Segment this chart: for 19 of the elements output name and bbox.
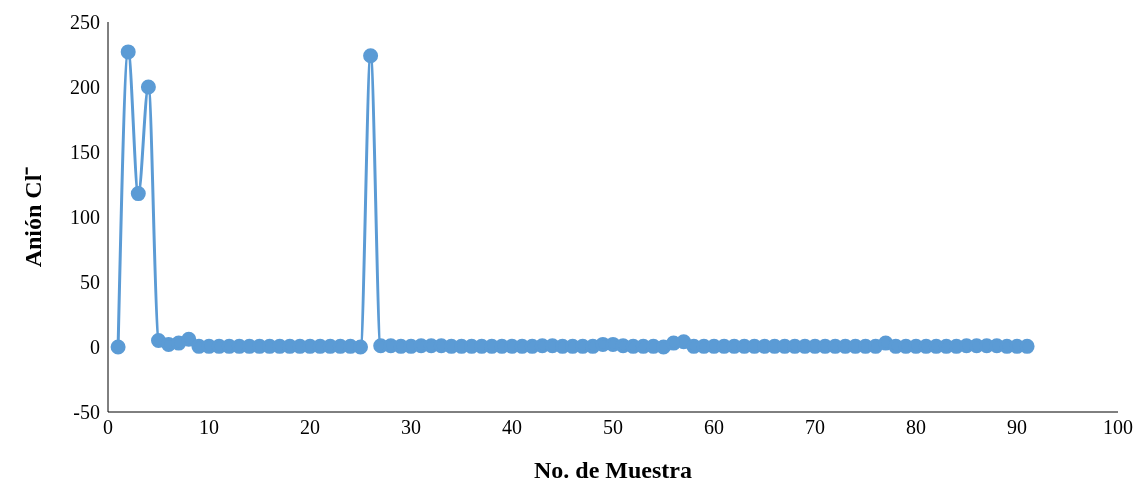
x-tick-label: 90 xyxy=(1007,416,1027,439)
x-tick-label: 100 xyxy=(1103,416,1133,439)
x-axis-title: No. de Muestra xyxy=(534,457,692,483)
y-tick-label: 150 xyxy=(70,141,100,164)
y-tick-label: 100 xyxy=(70,206,100,229)
x-tick-label: 70 xyxy=(805,416,825,439)
y-tick-label: 250 xyxy=(70,11,100,34)
x-tick-label: 30 xyxy=(401,416,421,439)
x-tick-label: 60 xyxy=(704,416,724,439)
x-tick-label: 40 xyxy=(502,416,522,439)
x-tick-label: 10 xyxy=(199,416,219,439)
y-axis-title: Anión Cl⁻ xyxy=(19,166,46,268)
y-tick-label: -50 xyxy=(73,401,100,424)
y-tick-label: 200 xyxy=(70,76,100,99)
x-tick-label: 50 xyxy=(603,416,623,439)
y-tick-label: 50 xyxy=(80,271,100,294)
x-tick-label: 80 xyxy=(906,416,926,439)
y-tick-label: 0 xyxy=(90,336,100,359)
x-tick-label: 20 xyxy=(300,416,320,439)
